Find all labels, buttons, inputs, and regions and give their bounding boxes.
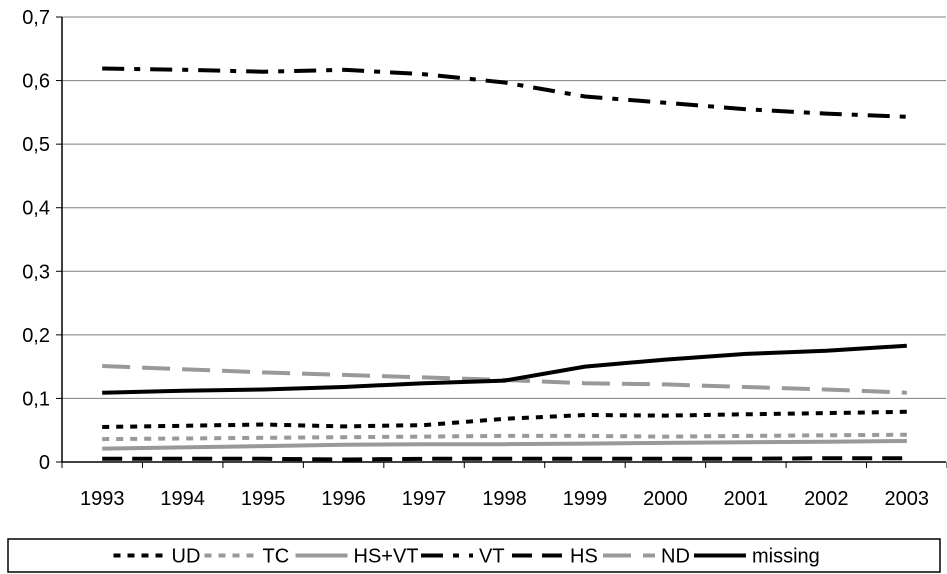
x-tick-label: 2003 — [885, 488, 930, 510]
series-line-ud — [102, 409, 907, 429]
x-tick-label: 2002 — [804, 488, 849, 510]
axes — [56, 16, 947, 468]
legend-label-hs: HS — [570, 546, 598, 568]
legend-label-hs-vt: HS+VT — [354, 546, 419, 568]
series-line-hs-vt — [102, 439, 907, 451]
y-tick-label: 0,2 — [22, 325, 50, 347]
legend-label-vt: VT — [479, 546, 505, 568]
legend-label-ud: UD — [172, 546, 201, 568]
y-tick-label: 0,7 — [22, 7, 50, 29]
y-tick-label: 0 — [39, 452, 50, 474]
series-line-missing — [102, 343, 907, 395]
x-tick-label: 1995 — [241, 488, 286, 510]
legend-label-missing: missing — [752, 546, 820, 568]
x-tick-label: 2000 — [643, 488, 688, 510]
y-tick-label: 0,1 — [22, 388, 50, 410]
legend-label-tc: TC — [263, 546, 290, 568]
y-tick-label: 0,5 — [22, 134, 50, 156]
series-line-hs — [102, 456, 907, 462]
x-tick-label: 2001 — [724, 488, 769, 510]
y-tick-labels: 0 0,1 0,2 0,3 0,4 0,5 0,6 0,7 — [22, 7, 50, 474]
x-tick-labels: 1993 1994 1995 1996 1997 1998 1999 2000 2001 2002… — [80, 488, 929, 510]
series-lines — [102, 66, 907, 462]
x-tick-label: 1997 — [402, 488, 447, 510]
x-tick-label: 1994 — [160, 488, 205, 510]
y-tick-label: 0,4 — [22, 198, 50, 220]
x-tick-label: 1999 — [563, 488, 608, 510]
series-line-vt — [102, 66, 907, 119]
x-tick-label: 1998 — [482, 488, 527, 510]
series-line-tc — [102, 432, 907, 442]
x-tick-label: 1996 — [321, 488, 366, 510]
legend-box — [7, 538, 941, 573]
x-tick-label: 1993 — [80, 488, 125, 510]
y-tick-label: 0,6 — [22, 71, 50, 93]
legend: UD TC HS+VT VT HS ND missing — [7, 538, 941, 573]
legend-label-nd: ND — [661, 546, 690, 568]
gridlines — [62, 16, 946, 399]
y-tick-label: 0,3 — [22, 261, 50, 283]
